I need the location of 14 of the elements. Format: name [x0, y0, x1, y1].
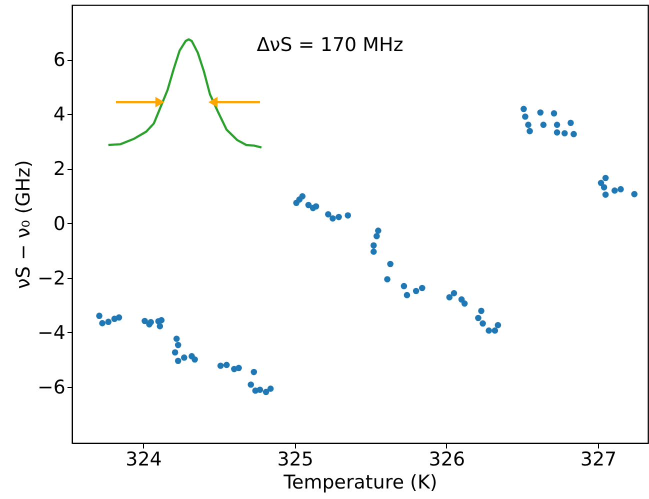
y-tick-label: 6: [53, 49, 66, 72]
x-tick-label: 327: [580, 448, 617, 470]
y-tick-label: −4: [37, 322, 66, 344]
y-tick-label: −2: [37, 267, 66, 290]
y-axis-title: νS − ν₀ (GHz): [12, 160, 34, 289]
y-tick-label: 2: [53, 158, 66, 180]
x-axis-title: Temperature (K): [282, 472, 438, 494]
annotation: ΔνS = 170 MHz: [256, 34, 404, 56]
y-tick-label: 4: [53, 104, 66, 126]
y-tick-label: 0: [53, 212, 66, 235]
y-tick-label: −6: [37, 376, 66, 399]
x-tick-label: 325: [277, 448, 314, 470]
x-tick-label: 326: [428, 448, 466, 470]
x-tick-label: 324: [126, 448, 162, 470]
